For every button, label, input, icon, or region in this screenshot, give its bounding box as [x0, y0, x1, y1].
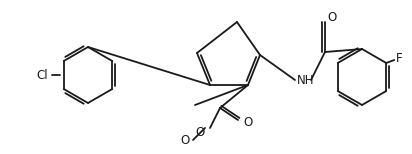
Text: NH: NH	[297, 73, 314, 87]
Text: O: O	[327, 10, 336, 24]
Text: O: O	[196, 126, 205, 138]
Text: Cl: Cl	[36, 69, 48, 81]
Text: O: O	[180, 134, 190, 146]
Text: O: O	[243, 116, 252, 128]
Text: F: F	[396, 51, 403, 65]
